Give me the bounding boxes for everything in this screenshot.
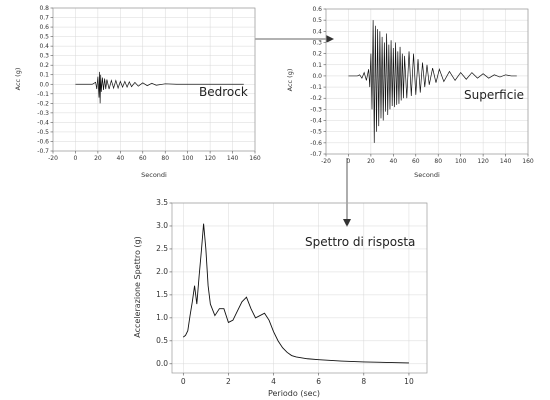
superficie-grid: [325, 8, 529, 155]
superficie-x-tick-label: 100: [455, 158, 467, 165]
bedrock-chart: -20 0 20 40 60 80 100 120 140 160 -0.7-0.6-0.5-0.…: [14, 5, 261, 179]
superficie-y-tick-label: -0.4: [310, 118, 322, 125]
superficie-y-tick-label: -0.1: [310, 84, 322, 91]
superficie-y-tick-label: -0.2: [310, 95, 322, 102]
spettro-y-tick-label: 2.5: [156, 244, 168, 253]
spettro-x-tick-label: 2: [226, 377, 231, 386]
bedrock-x-tick-label: 100: [182, 155, 194, 162]
superficie-y-tick-label: -0.6: [310, 140, 322, 147]
superficie-y-tick-label: -0.3: [310, 106, 322, 113]
superficie-y-tick-label: 0.4: [312, 28, 322, 35]
superficie-x-tick-label: 60: [412, 158, 420, 165]
superficie-y-tick-label: -0.7: [310, 151, 322, 158]
superficie-x-tick-label: 0: [347, 158, 351, 165]
superficie-y-tick-label: 0.0: [312, 73, 322, 80]
bedrock-x-tick-label: 120: [204, 155, 216, 162]
superficie-x-axis-label: Secondi: [414, 171, 440, 179]
bedrock-y-tick-label: 0.6: [39, 24, 49, 31]
bedrock-y-tick-label: -0.1: [37, 91, 49, 98]
superficie-y-tick-label: 0.5: [312, 17, 322, 24]
bedrock-x-tick-label: 80: [161, 155, 169, 162]
spettro-plot-frame: [171, 202, 428, 374]
bedrock-y-tick-label: -0.4: [37, 119, 49, 126]
bedrock-grid: [52, 7, 256, 152]
bedrock-y-tick-label: -0.6: [37, 138, 49, 145]
bedrock-y-tick-label: 0.0: [39, 81, 49, 88]
superficie-x-tick-label: 20: [367, 158, 375, 165]
bedrock-y-tick-label: 0.3: [39, 53, 49, 60]
bedrock-y-tick-label: 0.4: [39, 43, 49, 50]
bedrock-x-tick-label: 140: [227, 155, 239, 162]
spettro-chart: 0 2 4 6 8 10 0.0 0.5 1.0 1.5 2.0 2.5 3.0 3.5 Periodo…: [133, 198, 428, 398]
bedrock-annotation: Bedrock: [199, 85, 248, 99]
bedrock-x-tick-label: 20: [94, 155, 102, 162]
bedrock-y-tick-label: 0.7: [39, 15, 49, 22]
bedrock-y-tick-label: -0.5: [37, 129, 49, 136]
bedrock-y-tick-label: -0.2: [37, 100, 49, 107]
spettro-y-axis-label: Accelerazione Spettro (g): [133, 236, 142, 337]
bedrock-x-ticks: -20 0 20 40 60 80 100 120 140 160: [48, 151, 261, 162]
spettro-response-curve: [182, 223, 409, 364]
spettro-y-tick-label: 0.5: [156, 336, 168, 345]
spettro-x-tick-label: 0: [181, 377, 186, 386]
spettro-y-ticks: 0.0 0.5 1.0 1.5 2.0 2.5 3.0 3.5: [156, 198, 172, 368]
superficie-chart: -20 0 20 40 60 80 100 120 140 160 -0.7-0.6-0.5-0.…: [286, 6, 534, 179]
superficie-y-tick-label: -0.5: [310, 129, 322, 136]
bedrock-x-tick-label: -20: [48, 155, 58, 162]
bedrock-acceleration-trace: [75, 71, 244, 104]
bedrock-y-ticks: -0.7 -0.6 -0.5 -0.4 -0.3 -0.2 -0.1 0.0 0.1 0.2 0.3…: [37, 5, 53, 155]
bedrock-y-tick-label: 0.5: [39, 34, 49, 41]
bedrock-x-tick-label: 60: [139, 155, 147, 162]
spettro-grid: [172, 202, 427, 373]
spettro-annotation: Spettro di risposta: [305, 235, 415, 249]
bedrock-x-tick-label: 160: [249, 155, 261, 162]
superficie-y-tick-label: 0.1: [312, 62, 322, 69]
bedrock-x-tick-label: 0: [74, 155, 78, 162]
superficie-y-tick-label: 0.2: [312, 51, 322, 58]
superficie-x-tick-label: 80: [434, 158, 442, 165]
superficie-x-tick-label: 40: [390, 158, 398, 165]
spettro-y-tick-label: 1.5: [156, 290, 168, 299]
spettro-x-axis-label: Periodo (sec): [268, 389, 320, 398]
superficie-x-ticks: -20 0 20 40 60 80 100 120 140 160: [321, 154, 534, 165]
spettro-x-tick-label: 6: [316, 377, 321, 386]
bedrock-y-tick-label: -0.3: [37, 110, 49, 117]
superficie-plot-frame: [325, 8, 529, 155]
spettro-x-ticks: 0 2 4 6 8 10: [181, 373, 414, 386]
superficie-x-tick-label: 160: [522, 158, 534, 165]
spettro-y-tick-label: 3.5: [156, 198, 168, 207]
bedrock-x-axis-label: Secondi: [141, 171, 167, 179]
spettro-y-tick-label: 1.0: [156, 313, 168, 322]
spettro-x-tick-label: 4: [271, 377, 276, 386]
bedrock-y-tick-label: 0.2: [39, 62, 49, 69]
bedrock-x-tick-label: 40: [117, 155, 125, 162]
superficie-x-tick-label: 120: [477, 158, 489, 165]
bedrock-y-tick-label: -0.7: [37, 148, 49, 155]
superficie-x-tick-label: -20: [321, 158, 331, 165]
superficie-acceleration-trace: [348, 20, 517, 143]
superficie-y-axis-label: Acc (g): [286, 69, 294, 92]
bedrock-y-tick-label: 0.1: [39, 72, 49, 79]
spettro-y-tick-label: 0.0: [156, 359, 168, 368]
spettro-x-tick-label: 10: [404, 377, 414, 386]
superficie-annotation: Superficie: [464, 88, 524, 102]
superficie-x-tick-label: 140: [500, 158, 512, 165]
superficie-y-ticks: -0.7 -0.6 -0.5 -0.4 -0.3 -0.2 -0.1 0.0 0.1 0.2 0.3…: [310, 6, 326, 158]
spettro-x-tick-label: 8: [361, 377, 366, 386]
bedrock-y-tick-label: 0.8: [39, 5, 49, 12]
bedrock-plot-frame: [52, 7, 256, 152]
superficie-y-tick-label: 0.6: [312, 6, 322, 13]
bedrock-y-axis-label: Acc (g): [14, 68, 22, 91]
spettro-y-tick-label: 3.0: [156, 221, 168, 230]
superficie-y-tick-label: 0.3: [312, 39, 322, 46]
spettro-y-tick-label: 2.0: [156, 267, 168, 276]
